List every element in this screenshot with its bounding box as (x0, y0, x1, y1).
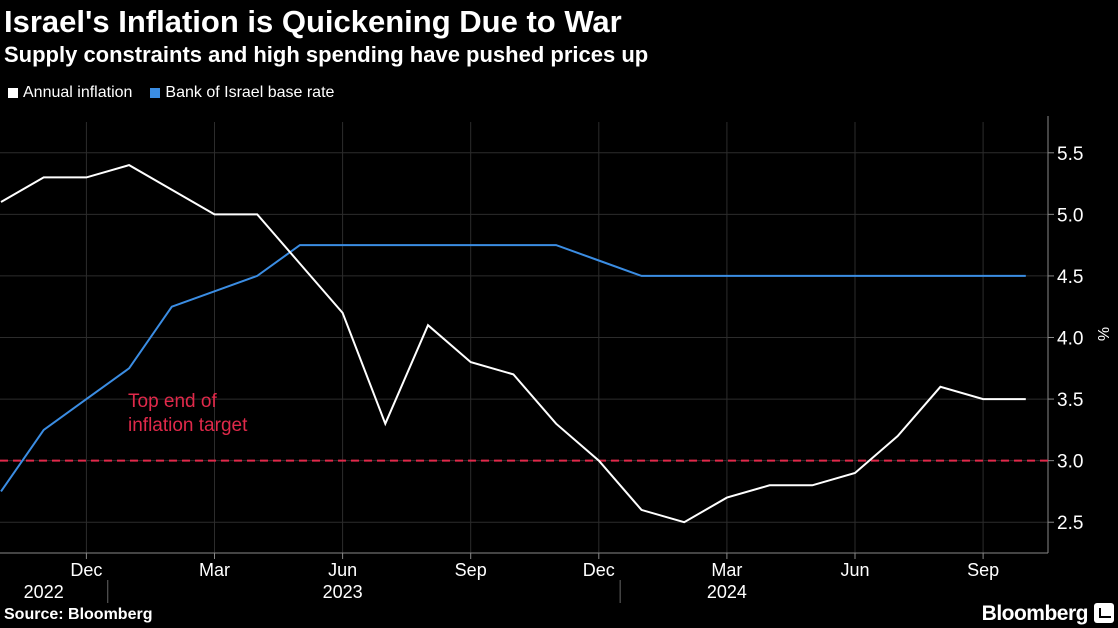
grid-lines (0, 122, 1048, 553)
legend-label-annual-inflation: Annual inflation (23, 84, 133, 101)
x-tick-label: Jun (328, 560, 357, 580)
x-tick-label: Mar (199, 560, 230, 580)
legend: Annual inflation Bank of Israel base rat… (8, 84, 334, 102)
chart-icon (1094, 603, 1114, 623)
y-tick-label: 5.0 (1057, 205, 1083, 226)
x-tick-label: Sep (967, 560, 999, 580)
year-label: 2024 (707, 582, 747, 602)
x-tick-label: Dec (583, 560, 615, 580)
series-line-base-rate (0, 244, 1026, 492)
y-tick-label: 3.0 (1057, 452, 1083, 473)
series-line-annual-inflation (0, 164, 1026, 524)
legend-swatch-base-rate (150, 88, 161, 98)
y-tick-label: 4.0 (1057, 329, 1083, 350)
series-lines (0, 164, 1026, 524)
y-tick-label: 5.5 (1057, 144, 1083, 165)
legend-swatch-annual-inflation (8, 88, 18, 98)
inflation-target-label-line: Top end of (128, 391, 217, 412)
inflation-target-label-line: inflation target (128, 415, 248, 436)
x-tick-label: Dec (70, 560, 102, 580)
chart-title: Israel's Inflation is Quickening Due to … (4, 4, 622, 39)
y-ticks: 2.5 3.0 3.5 4.0 4.5 5.0 5.5 (1048, 144, 1083, 534)
inflation-target-label: Top end of inflation target (128, 391, 248, 436)
source-note: Source: Bloomberg (4, 606, 153, 623)
year-label: 2022 (24, 582, 64, 602)
chart-subtitle: Supply constraints and high spending hav… (4, 42, 649, 67)
bloomberg-logo: Bloomberg (981, 602, 1089, 625)
x-tick-label: Jun (840, 560, 869, 580)
x-tick-label: Mar (711, 560, 742, 580)
legend-label-base-rate: Bank of Israel base rate (165, 84, 335, 101)
legend-item-base-rate: Bank of Israel base rate (150, 84, 334, 102)
y-tick-label: 3.5 (1057, 390, 1083, 411)
legend-item-annual-inflation: Annual inflation (8, 84, 132, 102)
year-label: 2023 (323, 582, 363, 602)
y-axis-label: % (1094, 327, 1111, 341)
y-tick-label: 2.5 (1057, 513, 1083, 534)
y-tick-label: 4.5 (1057, 267, 1083, 288)
x-tick-label: Sep (455, 560, 487, 580)
x-ticks: Dec Mar Jun Sep Dec Mar Jun Sep 2022 2023 2024 (24, 553, 999, 603)
